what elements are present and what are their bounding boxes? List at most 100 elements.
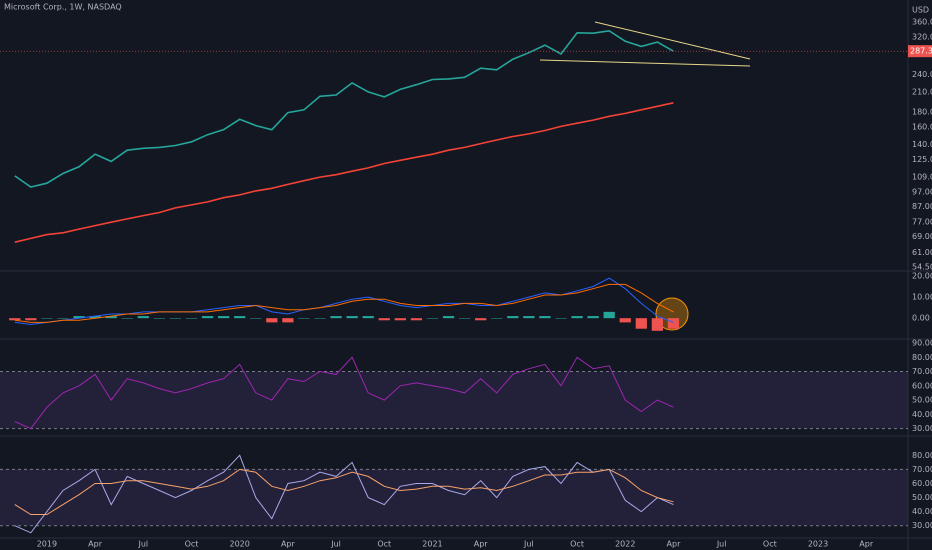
last-price-tag (908, 45, 932, 58)
x-tick-label: Apr (667, 540, 682, 549)
histogram-bar (9, 318, 21, 321)
last-price-label: 287.30 (910, 47, 932, 56)
histogram-bar (378, 318, 390, 321)
band (0, 371, 908, 429)
y-tick-label: 20.00 (912, 272, 932, 281)
histogram-bar (201, 316, 214, 319)
chart-title: Microsoft Corp., 1W, NASDAQ (4, 3, 122, 12)
histogram-bar (234, 316, 246, 319)
histogram-bar (651, 318, 664, 331)
y-tick-label: 140.00 (912, 140, 932, 149)
series-line (14, 283, 674, 323)
x-tick-label: Oct (763, 540, 777, 549)
x-tick-label: Jul (523, 540, 534, 549)
y-tick-label: 80.00 (912, 451, 932, 460)
y-tick-label: 0.00 (912, 314, 930, 323)
series-line (14, 102, 674, 243)
x-tick-label: Jul (330, 540, 341, 549)
histogram-bar (105, 316, 117, 319)
y-tick-label: 97.00 (912, 188, 932, 197)
histogram-bar (507, 316, 519, 319)
histogram-bar (298, 318, 310, 319)
series-line (14, 29, 674, 188)
highlight-circle (655, 297, 689, 331)
y-tick-label: 87.00 (912, 202, 932, 211)
y-tick-label: 40.00 (912, 410, 932, 419)
y-tick-label: 240.00 (912, 70, 932, 79)
histogram-bar (169, 318, 182, 319)
x-tick-label: Apr (474, 540, 489, 549)
histogram-bar (282, 318, 294, 323)
x-tick-label: 2022 (615, 540, 635, 549)
histogram-bar (587, 316, 599, 319)
y-tick-label: 70.00 (912, 465, 932, 474)
histogram-bar (426, 318, 439, 319)
series-line (14, 356, 674, 430)
histogram-bar (410, 318, 423, 321)
histogram-bar (250, 318, 262, 319)
histogram-bar (314, 318, 326, 319)
x-tick-label: Oct (377, 540, 391, 549)
x-tick-label: 2021 (422, 540, 442, 549)
y-tick-label: 30.00 (912, 521, 932, 530)
histogram-bar (539, 316, 551, 319)
histogram-bar (523, 316, 535, 319)
histogram-bar (330, 316, 342, 319)
histogram-bar (362, 316, 374, 319)
y-tick-label: 180.00 (912, 107, 932, 116)
histogram-bar (555, 318, 567, 319)
x-tick-label: Jul (137, 540, 148, 549)
x-tick-label: Oct (185, 540, 199, 549)
series-line (14, 468, 674, 515)
histogram-bar (394, 318, 406, 321)
y-tick-label: 160.00 (912, 123, 932, 132)
y-tick-label: 125.00 (912, 155, 932, 164)
y-tick-label: 360.00 (912, 17, 932, 26)
histogram-bar (491, 318, 503, 319)
trendline (539, 59, 751, 67)
y-tick-label: 210.00 (912, 87, 932, 96)
histogram-bar (121, 318, 133, 319)
trendline (594, 21, 751, 60)
histogram-bar (635, 318, 647, 329)
y-tick-label: 70.00 (912, 367, 932, 376)
histogram-bar (346, 316, 358, 319)
x-tick-label: 2019 (37, 540, 57, 549)
histogram-bar (571, 316, 583, 319)
y-tick-label: 61.00 (912, 248, 932, 257)
y-tick-label: 80.00 (912, 353, 932, 362)
histogram-bar (619, 318, 631, 323)
histogram-bar (603, 311, 615, 319)
currency-label: USD (912, 6, 929, 15)
y-tick-label: 50.00 (912, 396, 932, 405)
histogram-bar (25, 318, 37, 321)
histogram-bar (218, 316, 230, 319)
y-tick-label: 90.00 (912, 338, 932, 347)
y-tick-label: 77.00 (912, 218, 932, 227)
histogram-bar (41, 318, 53, 319)
histogram-bar (73, 316, 85, 319)
histogram-bar (153, 318, 165, 319)
y-tick-label: 60.00 (912, 479, 932, 488)
histogram-bar (266, 318, 278, 323)
y-tick-label: 30.00 (912, 424, 932, 433)
histogram-bar (89, 316, 101, 319)
x-tick-label: 2023 (808, 540, 828, 549)
y-tick-label: 40.00 (912, 507, 932, 516)
histogram-bar (185, 318, 198, 319)
y-tick-label: 109.00 (912, 173, 932, 182)
histogram-bar (57, 318, 69, 319)
y-tick-label: 50.00 (912, 493, 932, 502)
x-tick-label: Oct (570, 540, 584, 549)
y-tick-label: 10.00 (912, 293, 932, 302)
x-tick-label: 2020 (230, 540, 250, 549)
x-tick-label: Jul (716, 540, 727, 549)
x-tick-label: Apr (281, 540, 296, 549)
histogram-bar (458, 318, 471, 319)
y-tick-label: 54.50 (912, 263, 932, 272)
histogram-bar (442, 316, 455, 319)
y-tick-label: 320.00 (912, 33, 932, 42)
histogram-bar (475, 318, 487, 321)
